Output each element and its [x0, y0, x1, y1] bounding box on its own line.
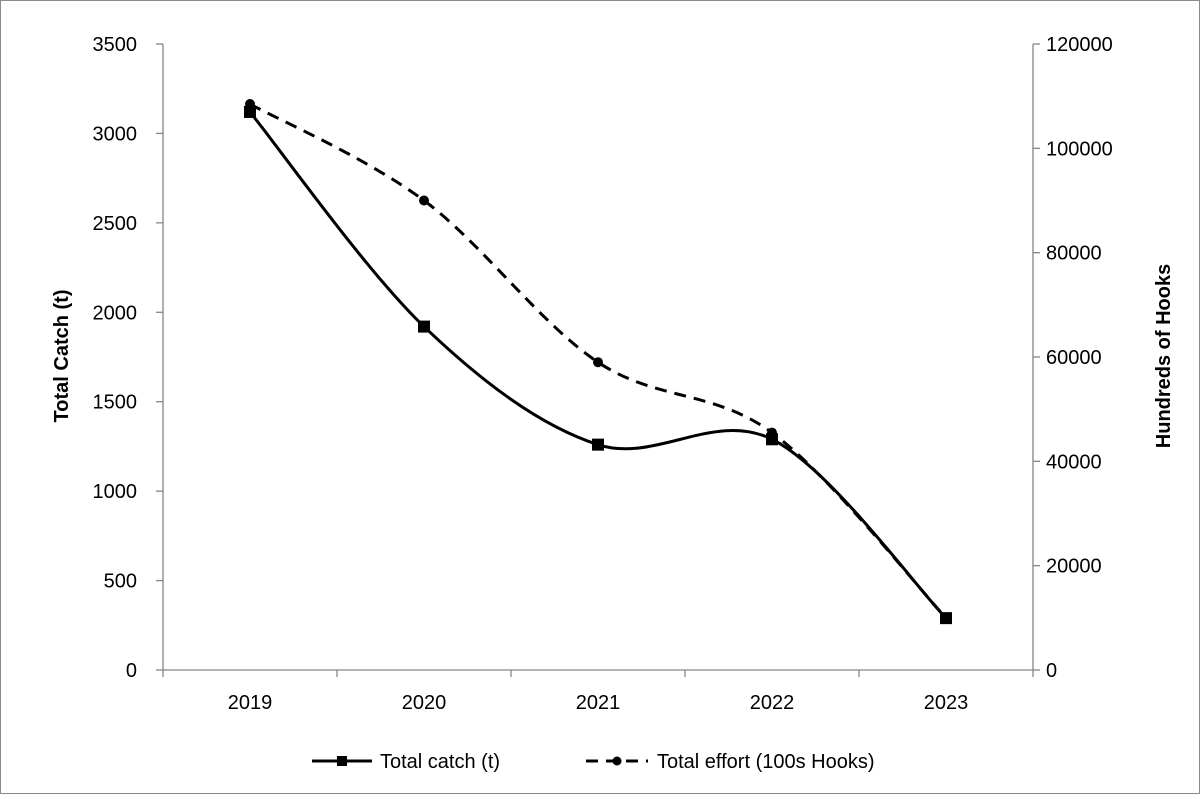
data-point-effort	[419, 195, 429, 206]
legend-label-effort: Total effort (100s Hooks)	[657, 751, 875, 773]
x-tick-label: 2022	[750, 692, 795, 714]
y-tick-label-left: 2000	[93, 302, 138, 324]
x-tick-label: 2023	[924, 692, 969, 714]
legend-marker-effort	[612, 756, 622, 766]
y-tick-label-right: 20000	[1046, 556, 1102, 578]
y-tick-label-left: 3000	[93, 123, 138, 145]
y-tick-label-left: 2500	[93, 213, 138, 235]
y-tick-label-right: 0	[1046, 660, 1057, 682]
x-tick-label: 2020	[402, 692, 447, 714]
y-tick-label-left: 3500	[93, 34, 138, 56]
y-tick-label-left: 500	[104, 571, 137, 593]
legend-marker-catch	[337, 756, 347, 766]
plot-area: 0 500 1000 1500 2000 2500 3000 3500 0 20000 40000 6…	[93, 34, 1113, 714]
y-tick-label-right: 40000	[1046, 451, 1102, 473]
x-tick-label: 2019	[228, 692, 273, 714]
data-point-catch	[244, 105, 256, 118]
data-point-catch	[418, 320, 430, 333]
y-tick-label-right: 120000	[1046, 34, 1113, 56]
y-tick-label-right: 80000	[1046, 243, 1102, 265]
y-tick-label-left: 0	[126, 660, 137, 682]
data-point-effort	[941, 612, 951, 623]
data-point-effort	[245, 98, 255, 109]
data-point-catch	[592, 438, 604, 451]
data-point-effort	[767, 427, 777, 438]
x-tick-label: 2021	[576, 692, 621, 714]
data-point-effort	[593, 357, 603, 368]
legend: Total catch (t) Total effort (100s Hooks…	[312, 751, 875, 773]
y-tick-label-right: 100000	[1046, 138, 1113, 160]
legend-label-catch: Total catch (t)	[380, 751, 500, 773]
y-axis-title-right: Hundreds of Hooks	[1153, 264, 1175, 448]
y-tick-label-left: 1500	[93, 392, 138, 414]
y-axis-title-left: Total Catch (t)	[51, 290, 73, 423]
y-tick-label-right: 60000	[1046, 347, 1102, 369]
y-tick-label-left: 1000	[93, 481, 138, 503]
